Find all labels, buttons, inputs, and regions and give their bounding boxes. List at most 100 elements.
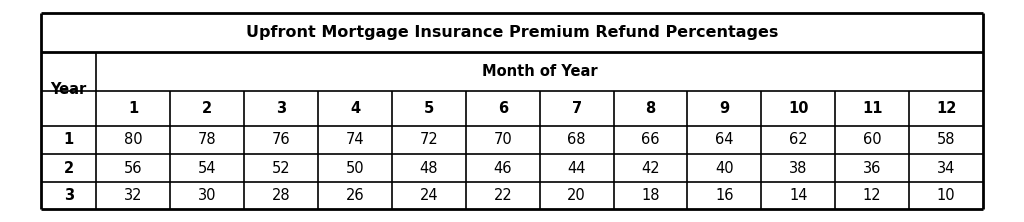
Bar [762, 154, 836, 182]
Text: 72: 72 [420, 132, 438, 147]
Text: 10: 10 [788, 101, 809, 116]
Text: 58: 58 [937, 132, 955, 147]
Text: Year: Year [50, 81, 87, 97]
Text: 1: 1 [63, 132, 74, 147]
Text: 26: 26 [346, 188, 365, 203]
Bar [318, 126, 392, 154]
Bar [466, 182, 540, 209]
Bar [41, 13, 983, 52]
Text: 3: 3 [63, 188, 74, 203]
Text: 74: 74 [346, 132, 365, 147]
Text: 1: 1 [128, 101, 138, 116]
Text: 8: 8 [645, 101, 655, 116]
Text: 30: 30 [198, 188, 216, 203]
Text: 24: 24 [420, 188, 438, 203]
Bar [318, 182, 392, 209]
Bar [466, 91, 540, 126]
Text: 70: 70 [494, 132, 512, 147]
Text: 76: 76 [271, 132, 291, 147]
Bar [96, 182, 170, 209]
Bar [836, 126, 909, 154]
Text: 12: 12 [863, 188, 882, 203]
Text: 52: 52 [271, 161, 291, 176]
Text: 3: 3 [276, 101, 286, 116]
Bar [41, 126, 96, 154]
Text: 36: 36 [863, 161, 882, 176]
Bar [96, 91, 170, 126]
Bar [96, 154, 170, 182]
Bar [244, 126, 318, 154]
Text: Month of Year: Month of Year [482, 64, 598, 79]
Bar [392, 182, 466, 209]
Text: Upfront Mortgage Insurance Premium Refund Percentages: Upfront Mortgage Insurance Premium Refun… [246, 25, 778, 40]
Bar [613, 154, 687, 182]
Bar [41, 52, 96, 126]
Bar [687, 126, 762, 154]
Text: 34: 34 [937, 161, 955, 176]
Text: 7: 7 [571, 101, 582, 116]
Text: 2: 2 [202, 101, 212, 116]
Text: 14: 14 [790, 188, 808, 203]
Text: 68: 68 [567, 132, 586, 147]
Text: 48: 48 [420, 161, 438, 176]
Bar [687, 182, 762, 209]
Bar [318, 91, 392, 126]
Bar [540, 126, 613, 154]
Text: 78: 78 [198, 132, 216, 147]
Text: 2: 2 [63, 161, 74, 176]
Text: 10: 10 [937, 188, 955, 203]
Bar [762, 126, 836, 154]
Bar [613, 182, 687, 209]
Text: 9: 9 [720, 101, 729, 116]
Bar [170, 154, 244, 182]
Bar [909, 126, 983, 154]
Bar [96, 52, 983, 91]
Text: 80: 80 [124, 132, 142, 147]
Text: 40: 40 [715, 161, 734, 176]
Text: 56: 56 [124, 161, 142, 176]
Bar [392, 126, 466, 154]
Bar [244, 182, 318, 209]
Text: 62: 62 [790, 132, 808, 147]
Text: 66: 66 [641, 132, 659, 147]
Bar [540, 182, 613, 209]
Bar [466, 126, 540, 154]
Bar [41, 182, 96, 209]
Bar [762, 91, 836, 126]
Bar [318, 154, 392, 182]
Text: 28: 28 [271, 188, 291, 203]
Bar [687, 154, 762, 182]
Text: 6: 6 [498, 101, 508, 116]
Bar [41, 154, 96, 182]
Bar [613, 126, 687, 154]
Text: 4: 4 [350, 101, 360, 116]
Bar [762, 182, 836, 209]
Bar [687, 91, 762, 126]
Text: 60: 60 [863, 132, 882, 147]
Text: 20: 20 [567, 188, 586, 203]
Bar [170, 91, 244, 126]
Text: 42: 42 [641, 161, 659, 176]
Text: 18: 18 [641, 188, 659, 203]
Text: 5: 5 [424, 101, 434, 116]
Bar [540, 154, 613, 182]
Bar [392, 91, 466, 126]
Text: 46: 46 [494, 161, 512, 176]
Text: 54: 54 [198, 161, 216, 176]
Text: 44: 44 [567, 161, 586, 176]
Bar [540, 91, 613, 126]
Bar [392, 154, 466, 182]
Bar [909, 91, 983, 126]
Text: 11: 11 [862, 101, 883, 116]
Bar [613, 91, 687, 126]
Bar [836, 154, 909, 182]
Bar [836, 182, 909, 209]
Bar [170, 182, 244, 209]
Bar [170, 126, 244, 154]
Text: 12: 12 [936, 101, 956, 116]
Text: 16: 16 [715, 188, 733, 203]
Bar [96, 126, 170, 154]
Bar [466, 154, 540, 182]
Bar [244, 154, 318, 182]
Text: 50: 50 [346, 161, 365, 176]
